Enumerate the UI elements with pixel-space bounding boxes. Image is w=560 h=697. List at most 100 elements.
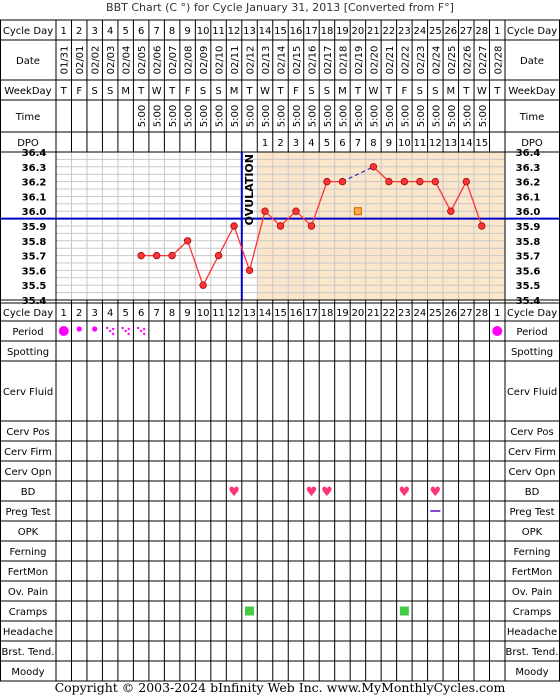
- cramps-label-left: Cramps: [9, 607, 48, 618]
- spotting-label-left: Spotting: [7, 347, 49, 358]
- date-cell: 02/08: [184, 46, 195, 75]
- dpo-cell: 5: [324, 138, 330, 149]
- cycle-day-bottom-cell: 1: [494, 308, 500, 319]
- weekday-label-right: WeekDay: [508, 86, 555, 97]
- temperature-point: [276, 222, 285, 230]
- date-cell: 02/07: [168, 46, 179, 75]
- temperature-point: [261, 207, 269, 215]
- period-mark-heavy: [58, 326, 69, 336]
- dpo-cell: 13: [444, 138, 457, 149]
- cycle-day-cell: 6: [138, 26, 144, 37]
- weekday-cell: M: [121, 86, 130, 97]
- time-cell: 5:00: [153, 105, 164, 127]
- cycle-day-bottom-cell: 8: [169, 308, 175, 319]
- date-cell: 02/14: [277, 46, 288, 75]
- temperature-gap-line: [342, 166, 374, 183]
- cycle-day-cell: 8: [169, 26, 175, 37]
- temperature-point: [245, 266, 254, 275]
- period-label-left: Period: [12, 327, 43, 338]
- weekday-cell: S: [215, 86, 221, 97]
- cycle-day-bottom-cell: 27: [460, 308, 473, 319]
- weekday-cell: T: [462, 86, 470, 97]
- cycle-day-bottom-cell: 26: [444, 308, 457, 319]
- cycle-day-cell: 2: [76, 26, 82, 37]
- bd-label-left: BD: [21, 487, 36, 498]
- weekday-cell: M: [446, 86, 455, 97]
- temperature-point: [338, 177, 347, 186]
- cycle-day-cell: 11: [212, 26, 225, 37]
- cerv-firm-label-right: Cerv Firm: [508, 447, 556, 458]
- period-spot: [111, 327, 115, 331]
- cycle-day-cell: 1: [61, 26, 67, 37]
- date-cell: 02/05: [137, 46, 148, 75]
- dpo-cell: 11: [413, 138, 426, 149]
- date-cell: 02/24: [431, 46, 442, 75]
- dpo-cell: 12: [429, 138, 442, 149]
- dpo-cell: 3: [293, 138, 299, 149]
- weekday-cell: W: [152, 86, 162, 97]
- period-spot: [139, 329, 143, 333]
- weekday-cell: T: [385, 86, 393, 97]
- ytick-label-right: 35.6: [516, 266, 541, 277]
- cycle-day-cell: 9: [184, 26, 190, 37]
- period-spot: [127, 332, 130, 336]
- weekday-cell: T: [354, 86, 362, 97]
- preg-test-label-right: Preg Test: [509, 507, 554, 518]
- time-cell: 5:00: [307, 105, 318, 127]
- cycle-day-bottom-cell: 20: [352, 308, 365, 319]
- dpo-cell: 10: [398, 138, 411, 149]
- date-cell: 01/31: [60, 46, 71, 75]
- headache-label-left: Headache: [3, 627, 53, 638]
- cerv-pos-label-right: Cerv Pos: [510, 427, 553, 438]
- temperature-point: [137, 251, 145, 260]
- cycle-day-bottom-cell: 13: [243, 308, 256, 319]
- period-mark: [76, 326, 82, 332]
- bd-heart-icon: ♥: [429, 485, 441, 500]
- temperature-point: [292, 207, 300, 215]
- date-cell: 02/04: [122, 46, 133, 75]
- cerv-fluid-label-left: Cerv Fluid: [3, 387, 53, 398]
- weekday-cell: S: [417, 86, 423, 97]
- cycle-day-cell: 3: [92, 26, 98, 37]
- weekday-cell: F: [76, 86, 82, 97]
- ytick-label-left: 36.0: [22, 207, 47, 218]
- date-cell: 02/26: [462, 46, 473, 75]
- period-spot: [142, 327, 146, 331]
- dpo-cell: 6: [339, 138, 345, 149]
- date-cell: 02/12: [246, 46, 257, 75]
- date-cell: 02/06: [153, 46, 164, 75]
- temperature-point: [400, 177, 409, 186]
- preg-test-label-left: Preg Test: [5, 507, 50, 518]
- time-cell: 5:00: [277, 105, 288, 127]
- spotting-label-right: Spotting: [511, 347, 553, 358]
- weekday-cell: T: [276, 86, 284, 97]
- cerv-pos-label-left: Cerv Pos: [6, 427, 49, 438]
- time-cell: 5:00: [338, 105, 349, 127]
- dpo-cell: 7: [355, 138, 361, 149]
- date-label-right: Date: [520, 56, 544, 67]
- time-cell: 5:00: [354, 105, 365, 127]
- period-spot: [142, 332, 146, 336]
- cycle-day-bottom-cell: 12: [228, 308, 241, 319]
- period-mark-heavy: [492, 326, 503, 336]
- ytick-label-left: 36.3: [22, 163, 47, 174]
- time-cell: 5:00: [323, 105, 334, 127]
- cycle-day-bottom-cell: 15: [274, 308, 287, 319]
- page-title: BBT Chart (C °) for Cycle January 31, 20…: [106, 1, 454, 14]
- time-cell: 5:00: [369, 105, 380, 127]
- weekday-cell: S: [432, 86, 438, 97]
- cycle-day-bottom-cell: 24: [413, 308, 426, 319]
- date-cell: 02/27: [478, 46, 489, 75]
- dpo-cell: 4: [308, 138, 314, 149]
- weekday-cell: F: [401, 86, 407, 97]
- weekday-cell: F: [185, 86, 191, 97]
- temperature-point: [369, 163, 378, 171]
- excluded-temperature-point: [353, 207, 362, 216]
- date-cell: 02/13: [261, 46, 272, 75]
- weekday-cell: T: [137, 86, 145, 97]
- ovulation-label: OVULATION: [243, 154, 256, 225]
- cycle-day-bottom-cell: 21: [367, 308, 380, 319]
- weekday-cell: W: [477, 86, 487, 97]
- cerv-opn-label-left: Cerv Opn: [5, 467, 52, 478]
- bd-heart-icon: ♥: [321, 485, 333, 500]
